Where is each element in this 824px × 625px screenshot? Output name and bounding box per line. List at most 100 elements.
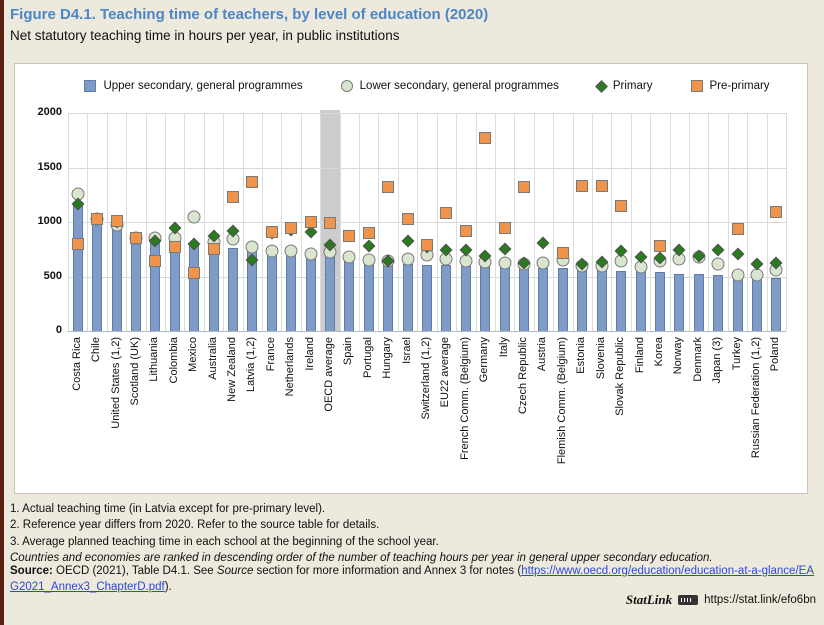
footnote-1: 1. Actual teaching time (in Latvia excep…	[10, 503, 326, 515]
marker-circle-lower-secondary-general-programmes	[498, 256, 512, 270]
marker-square-pre-primary	[770, 206, 783, 219]
x-category-label: Mexico	[187, 337, 200, 372]
y-tick-label: 500	[43, 269, 62, 282]
marker-square-pre-primary	[168, 240, 181, 253]
marker-square-pre-primary	[343, 229, 356, 242]
x-category-label: Czech Republic	[517, 337, 529, 415]
x-gridline	[727, 113, 729, 331]
marker-square-pre-primary	[265, 225, 278, 238]
marker-circle-lower-secondary-general-programmes	[731, 268, 744, 282]
source-text-italic: Source	[216, 565, 254, 577]
figure-subtitle: Net statutory teaching time in hours per…	[10, 28, 400, 43]
marker-circle-lower-secondary-general-programmes	[265, 244, 279, 258]
y-gridline-1000	[68, 222, 786, 223]
x-gridline	[68, 113, 69, 331]
bar-upper-secondary	[635, 271, 646, 331]
marker-square-pre-primary	[459, 224, 472, 237]
x-gridline	[126, 113, 128, 331]
x-gridline	[165, 113, 167, 331]
marker-square-pre-primary	[440, 207, 453, 220]
marker-diamond-primary	[498, 242, 511, 256]
bar-upper-secondary	[693, 274, 704, 331]
legend-item-circle: Lower secondary, general programmes	[340, 80, 559, 92]
legend-bar-swatch	[84, 80, 97, 92]
x-category-label: Flemish Comm. (Belgium)	[555, 337, 568, 465]
x-gridline	[262, 113, 264, 331]
x-category-label: Lithuania	[148, 337, 161, 382]
x-category-label: New Zealand	[225, 337, 238, 402]
x-gridline	[281, 113, 283, 331]
marker-square-pre-primary	[556, 247, 569, 260]
x-gridline	[339, 113, 341, 331]
marker-square-pre-primary	[91, 213, 104, 226]
legend-diamond-swatch	[595, 79, 608, 93]
x-gridline	[747, 113, 749, 331]
ranking-note: Countries and economies are ranked in de…	[10, 552, 713, 565]
source-line: Source: OECD (2021), Table D4.1. See Sou…	[10, 563, 814, 596]
marker-square-pre-primary	[421, 238, 433, 251]
bar-upper-secondary	[499, 266, 510, 331]
bar-upper-secondary	[480, 265, 491, 331]
x-gridline	[203, 113, 205, 331]
x-category-label: French Comm. (Belgium)	[458, 337, 471, 460]
legend-item-bar: Upper secondary, general programmes	[84, 80, 303, 92]
footnotes: 1. Actual teaching time (in Latvia excep…	[10, 501, 814, 567]
marker-circle-lower-secondary-general-programmes	[187, 210, 201, 224]
bar-upper-secondary	[363, 261, 374, 331]
x-gridline	[786, 113, 787, 331]
x-gridline	[669, 113, 671, 331]
x-gridline	[320, 113, 322, 331]
x-axis-line	[68, 331, 786, 332]
x-category-label: EU22 average	[439, 337, 452, 408]
x-category-label: Japan (3)	[711, 337, 724, 384]
bar-upper-secondary	[519, 267, 529, 331]
bar-upper-secondary	[383, 263, 394, 331]
legend-label: Primary	[612, 80, 653, 92]
page-edge-strip	[0, 0, 4, 625]
bar-upper-secondary	[557, 268, 568, 331]
x-gridline	[184, 113, 186, 331]
marker-circle-lower-secondary-general-programmes	[401, 252, 415, 265]
x-category-label: Poland	[769, 337, 782, 372]
bar-upper-secondary	[92, 219, 103, 331]
bar-upper-secondary	[344, 258, 355, 331]
marker-diamond-primary	[401, 234, 414, 247]
x-category-label: Germany	[478, 337, 491, 383]
x-gridline	[533, 113, 535, 331]
bar-upper-secondary	[111, 225, 122, 331]
x-gridline	[630, 113, 632, 331]
legend-label: Lower secondary, general programmes	[359, 80, 559, 92]
bar-upper-secondary	[72, 202, 83, 331]
bar-upper-secondary	[422, 264, 432, 331]
annex-link[interactable]: https://www.oecd.org/education/education…	[10, 565, 814, 594]
bar-upper-secondary	[538, 267, 549, 331]
x-gridline	[611, 113, 613, 331]
x-gridline	[456, 113, 458, 331]
statlink-url[interactable]: https://stat.link/efo6bn	[704, 594, 816, 606]
chart-legend: Upper secondary, general programmes Lower…	[68, 79, 786, 93]
source-label: Source:	[10, 565, 53, 577]
bar-upper-secondary	[266, 252, 277, 331]
bar-upper-secondary	[732, 276, 743, 331]
statlink-icon	[678, 595, 699, 605]
x-category-label: Finland	[633, 337, 646, 374]
x-category-label: Slovak Republic	[614, 337, 627, 416]
x-gridline	[572, 113, 574, 331]
marker-circle-lower-secondary-general-programmes	[245, 240, 259, 253]
x-gridline	[87, 113, 89, 331]
marker-square-pre-primary	[207, 242, 220, 255]
bar-upper-secondary	[208, 243, 219, 331]
x-gridline	[145, 113, 147, 331]
x-gridline	[223, 113, 225, 331]
bar-upper-secondary	[460, 265, 471, 331]
marker-square-pre-primary	[129, 231, 142, 244]
x-category-label: OECD average	[323, 337, 335, 412]
x-category-label: Scotland (UK)	[128, 337, 141, 406]
marker-circle-lower-secondary-general-programmes	[711, 257, 725, 271]
x-gridline	[650, 113, 652, 331]
marker-square-pre-primary	[595, 180, 608, 192]
marker-circle-lower-secondary-general-programmes	[362, 253, 376, 267]
marker-circle-lower-secondary-general-programmes	[284, 244, 298, 258]
x-category-label: Hungary	[381, 337, 394, 379]
